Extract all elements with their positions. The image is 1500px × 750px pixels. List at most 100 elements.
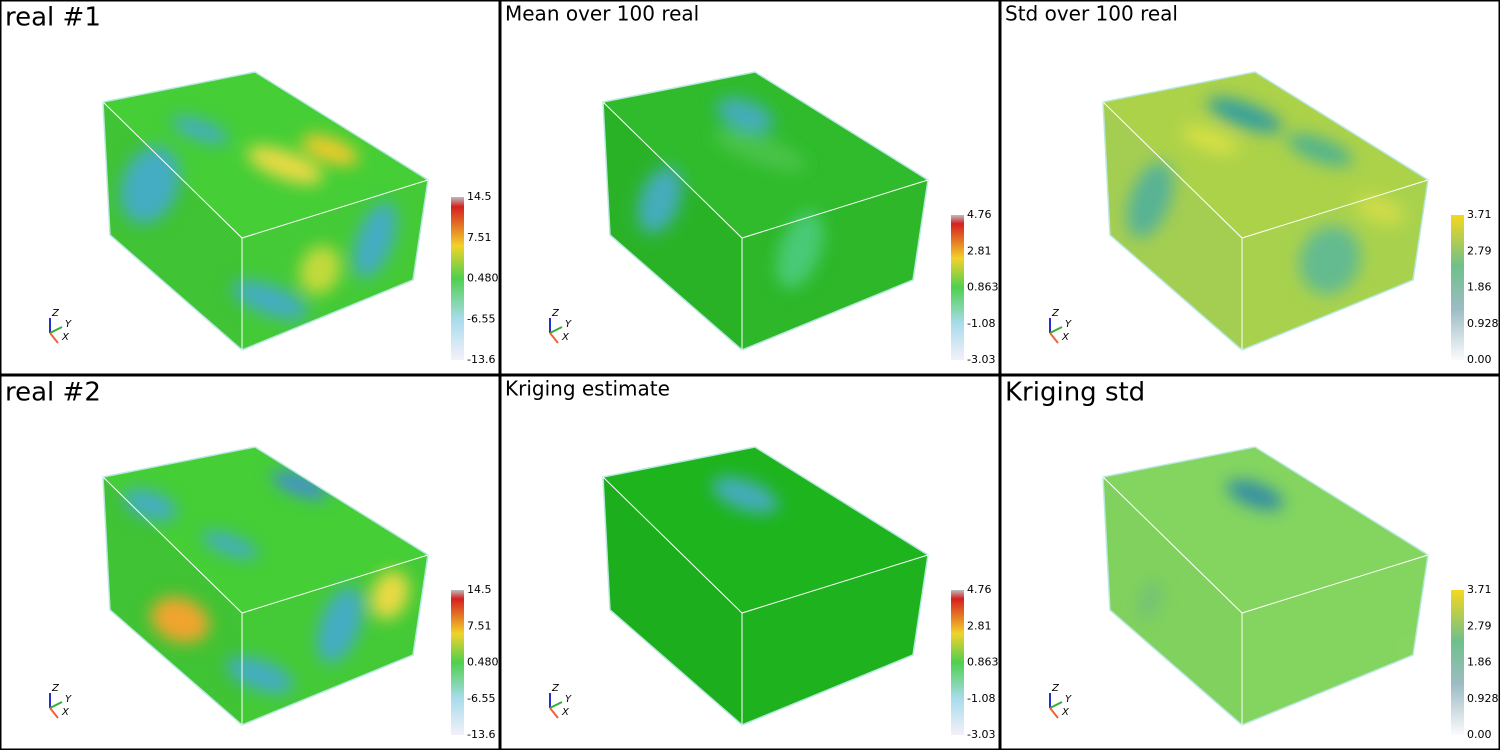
blob — [776, 211, 824, 289]
blob — [301, 134, 359, 166]
axis-y — [549, 326, 563, 334]
blob — [232, 280, 308, 320]
colorbar-label: 2.81 — [967, 244, 992, 257]
axis-label: Y — [1065, 319, 1072, 330]
axis-x — [49, 332, 59, 344]
axis-label: Y — [565, 319, 572, 330]
box-outline — [102, 71, 429, 351]
texture — [1126, 97, 1404, 295]
colorbar — [451, 197, 464, 360]
axes-widget: ZYX — [49, 308, 72, 344]
box-left — [1103, 477, 1242, 725]
axis-label: Z — [551, 308, 560, 319]
colorbar-label: 4.76 — [967, 208, 992, 221]
texture-blur — [123, 471, 409, 694]
axis-label: Z — [51, 683, 60, 694]
colorbar-label: 2.81 — [967, 619, 992, 632]
colorbar-label: 0.863 — [967, 656, 999, 669]
colorbar-label: 2.79 — [1467, 619, 1492, 632]
volume — [603, 447, 928, 725]
axis-x — [49, 707, 59, 719]
box-outline — [602, 446, 929, 726]
box-left — [603, 477, 742, 725]
render-panel: real #2 14.5 7.51 0.480 -6.55 -13.6 ZYX — [0, 374, 501, 750]
blob — [316, 586, 364, 664]
colorbar — [951, 590, 964, 735]
blob — [371, 570, 409, 620]
axis-label: X — [61, 332, 70, 343]
colorbar-label: -3.03 — [967, 728, 995, 741]
colorbar-label: 2.79 — [1467, 244, 1492, 257]
panel-title: Mean over 100 real — [505, 2, 699, 26]
blob — [201, 531, 259, 559]
axes-widget: ZYX — [1049, 683, 1072, 719]
panel-title: real #2 — [5, 378, 101, 408]
box-outline — [1102, 446, 1429, 726]
colorbar-label: -1.08 — [967, 317, 995, 330]
colorbar-label: 3.71 — [1467, 208, 1492, 221]
axes-widget: ZYX — [49, 683, 72, 719]
blob — [226, 656, 294, 694]
texture — [711, 476, 779, 514]
blob — [1126, 161, 1174, 239]
colorbar-label: 0.480 — [467, 272, 499, 285]
colorbar-label: -13.6 — [467, 728, 495, 741]
axes-widget: ZYX — [549, 683, 572, 719]
axis-y — [549, 701, 563, 709]
box-outline — [1102, 71, 1429, 351]
blob — [1181, 126, 1239, 154]
colorbar-label: 0.480 — [467, 656, 499, 669]
colorbar-label: 7.51 — [467, 619, 492, 632]
volume — [603, 72, 928, 350]
panel-title: real #1 — [5, 3, 101, 33]
blob — [353, 201, 397, 279]
axis-y — [49, 326, 63, 334]
colorbar-label: 0.00 — [1467, 728, 1492, 741]
colorbar-label: 1.86 — [1467, 281, 1492, 294]
axis-label: Y — [65, 694, 72, 705]
blob — [171, 116, 229, 144]
render-panel: Std over 100 real 3.71 2.79 1.86 0.928 0.00 ZY… — [999, 0, 1500, 376]
colorbar-label: -6.55 — [467, 692, 495, 705]
texture — [637, 97, 824, 289]
axis-label: Y — [565, 694, 572, 705]
box-left — [1103, 102, 1242, 350]
box-right — [742, 555, 928, 725]
blob — [711, 476, 779, 514]
blob — [1356, 195, 1404, 225]
colorbar-label: 7.51 — [467, 231, 492, 244]
blob — [1138, 580, 1162, 620]
box-top — [1103, 447, 1428, 613]
axis-y — [1049, 701, 1063, 709]
render-panel: Kriging estimate 4.76 2.81 0.863 -1.08 -3.03 Z… — [499, 374, 1001, 750]
volume — [1103, 447, 1428, 725]
colorbar-label: -3.03 — [967, 353, 995, 366]
blob — [299, 245, 341, 295]
texture — [123, 471, 409, 694]
panel-title: Kriging std — [1005, 378, 1145, 408]
blob — [120, 146, 180, 224]
colorbar-label: -1.08 — [967, 692, 995, 705]
colorbar-label: 14.5 — [467, 190, 492, 203]
render-panel: real #1 14.5 7.51 0.480 -6.55 -13.6 ZYX — [0, 0, 501, 376]
blob — [271, 471, 329, 499]
box-right — [742, 180, 928, 350]
axis-label: Y — [1065, 694, 1072, 705]
axis-x — [549, 707, 559, 719]
volume — [103, 72, 428, 350]
box-top — [103, 447, 428, 613]
render-panel: Mean over 100 real 4.76 2.81 0.863 -1.08 -3.0… — [499, 0, 1001, 376]
axis-label: Y — [65, 319, 72, 330]
colorbar-label: 3.71 — [1467, 583, 1492, 596]
blob — [716, 97, 774, 133]
colorbar-label: 0.00 — [1467, 353, 1492, 366]
colorbar-label: 14.5 — [467, 583, 492, 596]
axis-x — [549, 332, 559, 344]
colorbar-label: -6.55 — [467, 312, 495, 325]
texture-blur — [711, 476, 779, 514]
volume — [103, 447, 428, 725]
colorbar-label: 0.863 — [967, 281, 999, 294]
colorbar — [1451, 215, 1464, 360]
blob — [1299, 225, 1361, 295]
